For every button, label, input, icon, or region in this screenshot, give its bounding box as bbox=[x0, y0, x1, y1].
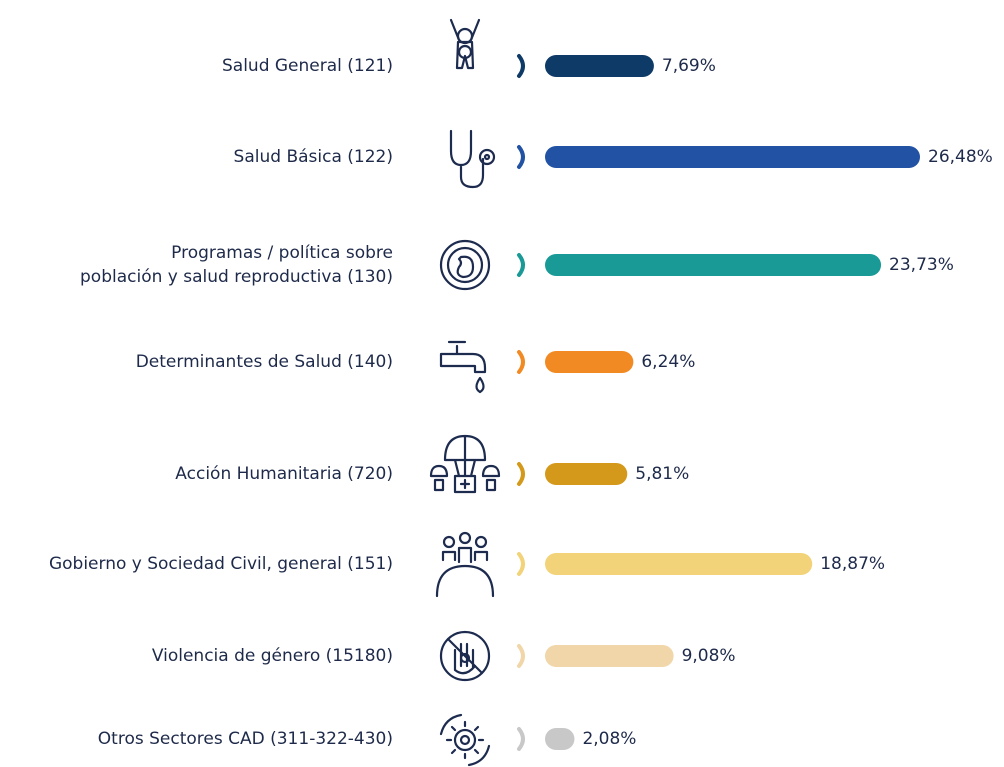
bar bbox=[545, 254, 882, 276]
icon-embryo bbox=[439, 239, 491, 291]
category-label: Salud Básica (122) bbox=[234, 147, 393, 167]
bracket bbox=[517, 552, 525, 576]
icon-tap bbox=[439, 340, 487, 394]
value-label: 18,87% bbox=[820, 554, 885, 574]
icon-person bbox=[449, 18, 481, 70]
bar bbox=[545, 146, 920, 168]
bar bbox=[545, 728, 575, 750]
value-label: 6,24% bbox=[641, 352, 695, 372]
category-label: Violencia de género (15180) bbox=[152, 646, 393, 666]
icon-gender-violence bbox=[439, 630, 491, 682]
bracket bbox=[517, 253, 525, 277]
bracket bbox=[517, 54, 525, 78]
bracket bbox=[517, 644, 525, 668]
bar bbox=[545, 351, 634, 373]
value-label: 23,73% bbox=[889, 255, 954, 275]
bar bbox=[545, 463, 628, 485]
bar bbox=[545, 553, 813, 575]
category-label: Programas / política sobre bbox=[171, 243, 393, 263]
category-label: Determinantes de Salud (140) bbox=[136, 352, 393, 372]
icon-society bbox=[435, 531, 495, 598]
bracket bbox=[517, 350, 525, 374]
category-label: Acción Humanitaria (720) bbox=[175, 464, 393, 484]
category-label: Salud General (121) bbox=[222, 56, 393, 76]
bar bbox=[545, 55, 654, 77]
bracket bbox=[517, 462, 525, 486]
value-label: 26,48% bbox=[928, 147, 993, 167]
icon-stethoscope bbox=[449, 129, 496, 189]
category-label: Gobierno y Sociedad Civil, general (151) bbox=[49, 554, 393, 574]
icons bbox=[429, 18, 501, 767]
icon-gear bbox=[439, 713, 491, 767]
bar bbox=[545, 645, 674, 667]
icon-airdrop bbox=[429, 434, 501, 494]
bracket bbox=[517, 145, 525, 169]
value-label: 9,08% bbox=[682, 646, 736, 666]
category-label: Otros Sectores CAD (311-322-430) bbox=[98, 729, 393, 749]
value-label: 2,08% bbox=[582, 729, 636, 749]
category-label: población y salud reproductiva (130) bbox=[80, 267, 393, 287]
value-label: 7,69% bbox=[662, 56, 716, 76]
value-label: 5,81% bbox=[635, 464, 689, 484]
bracket bbox=[517, 727, 525, 751]
